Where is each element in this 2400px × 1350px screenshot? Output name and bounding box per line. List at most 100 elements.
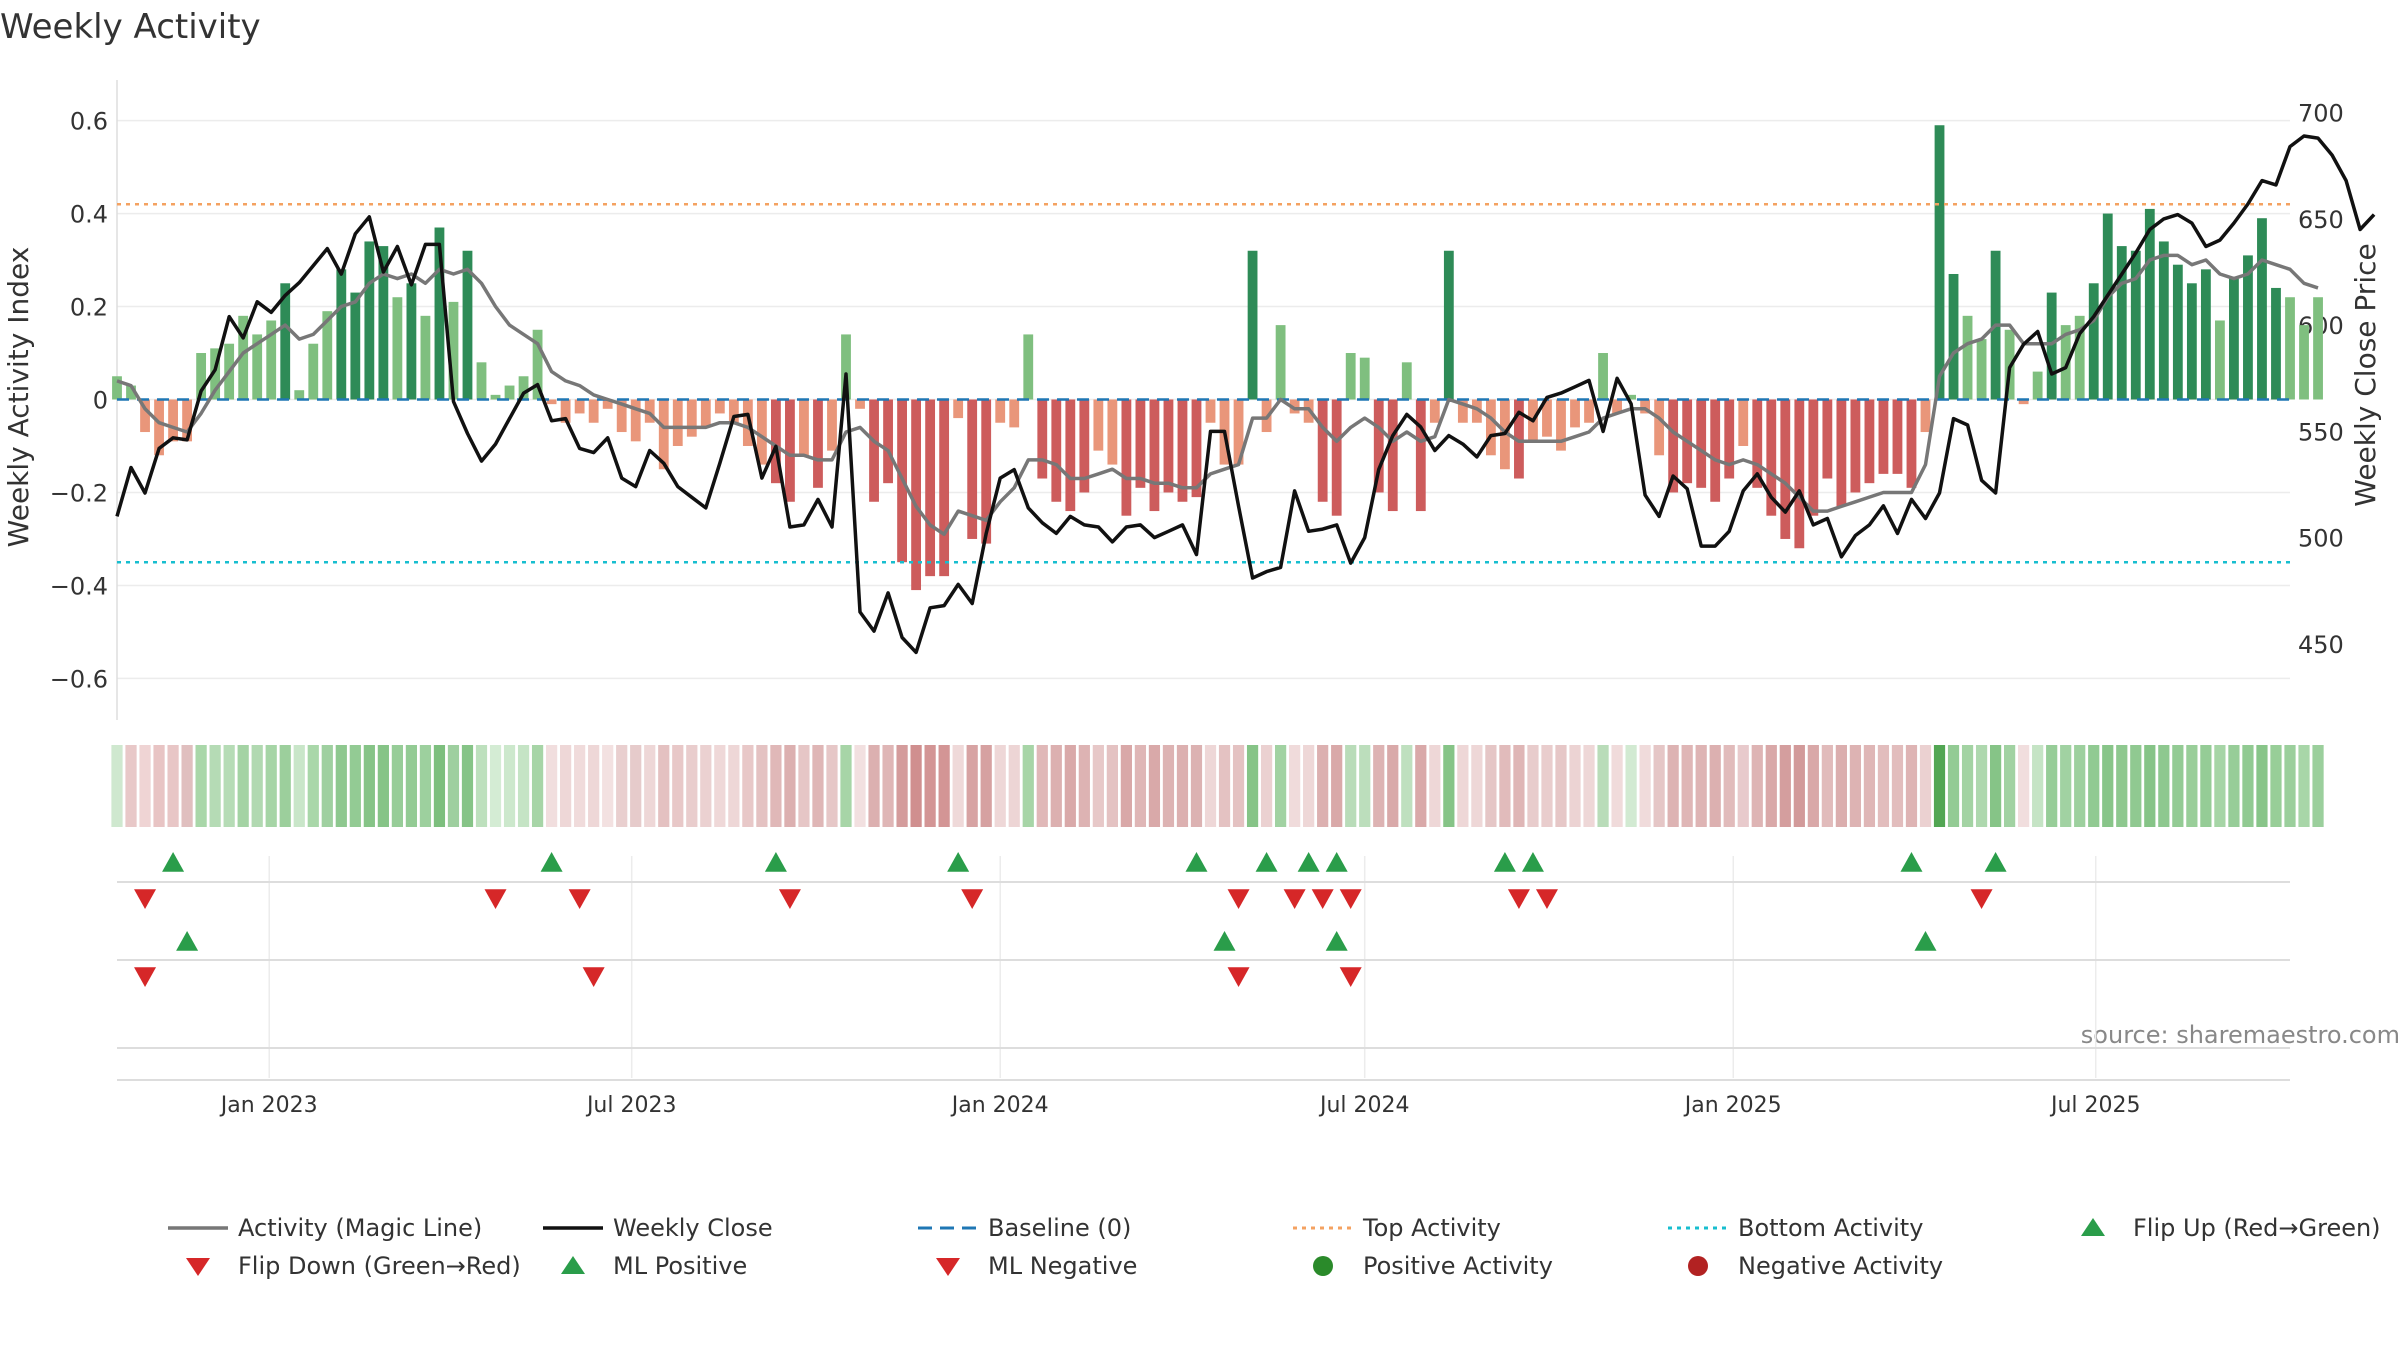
legend-label: Flip Up (Red→Green) — [2133, 1214, 2381, 1242]
activity-bar — [1654, 399, 1665, 456]
strip-cell — [1036, 745, 1048, 827]
activity-bar — [504, 385, 515, 400]
activity-bar — [1233, 399, 1244, 465]
activity-bar — [1948, 273, 1959, 400]
activity-bar — [1009, 399, 1020, 428]
strip-cell — [1961, 745, 1974, 827]
strip-cell — [1975, 745, 1988, 827]
strip-cell — [2228, 745, 2240, 827]
strip-cell — [924, 745, 936, 827]
ml-negative-marker — [582, 967, 605, 987]
activity-bar — [813, 399, 823, 488]
activity-bar — [2243, 255, 2253, 400]
strip-cell — [938, 745, 950, 827]
activity-bar — [602, 399, 613, 409]
flip-down-marker — [1507, 889, 1530, 909]
flip-down-marker — [1311, 889, 1334, 909]
y2-axis-label: Weekly Close Price — [2349, 243, 2382, 506]
activity-bar — [742, 399, 753, 446]
activity-bar — [2144, 208, 2155, 400]
activity-bar — [1331, 399, 1342, 516]
activity-bar — [168, 399, 178, 442]
activity-bar — [1696, 399, 1707, 488]
strip-cell — [812, 745, 824, 827]
strip-cell — [1863, 745, 1876, 827]
strip-cell — [1737, 745, 1749, 827]
activity-bar — [967, 399, 978, 539]
activity-bar — [728, 399, 739, 423]
activity-bar — [2074, 315, 2085, 400]
strip-cell — [1008, 745, 1020, 827]
activity-bar — [462, 250, 473, 400]
activity-bar — [588, 399, 599, 423]
strip-cell — [419, 745, 432, 827]
strip-cell — [181, 745, 193, 827]
activity-bar — [560, 399, 571, 423]
activity-bar — [1177, 399, 1188, 502]
strip-cell — [2172, 745, 2184, 827]
activity-bar — [1443, 250, 1454, 400]
strip-cell — [2144, 745, 2156, 827]
legend-label: Baseline (0) — [988, 1214, 1131, 1242]
strip-cell — [868, 745, 880, 827]
activity-bar — [434, 227, 445, 400]
flip-down-marker — [778, 889, 801, 909]
strip-cell — [1905, 745, 1918, 827]
y-axis-label: Weekly Activity Index — [2, 247, 35, 548]
flip-up-marker — [764, 852, 787, 872]
flip-up-marker — [1521, 852, 1544, 872]
legend-label: Weekly Close — [613, 1214, 773, 1242]
activity-bar — [1724, 399, 1735, 479]
strip-cell — [1359, 745, 1371, 827]
strip-cell — [784, 745, 796, 827]
flip-up-marker — [1297, 852, 1320, 872]
activity-bar — [1640, 399, 1651, 414]
strip-cell — [910, 745, 922, 827]
x-tick-label: Jan 2023 — [219, 1093, 318, 1118]
strip-cell — [517, 745, 530, 827]
ml-negative-marker — [1227, 967, 1250, 987]
activity-bar — [392, 297, 403, 400]
activity-bar — [1850, 399, 1861, 493]
activity-bar — [1556, 399, 1566, 451]
activity-bar — [378, 246, 389, 400]
activity-bar — [756, 399, 767, 465]
activity-bar — [1598, 353, 1608, 400]
legend-swatch — [186, 1258, 210, 1276]
activity-bar — [658, 399, 669, 470]
activity-bar — [1065, 399, 1076, 512]
strip-cell — [2088, 745, 2100, 827]
activity-bar — [2060, 325, 2071, 400]
activity-bar — [1247, 250, 1258, 400]
y-tick-label: 0.4 — [70, 201, 108, 229]
activity-bar — [883, 399, 893, 484]
activity-bar — [2102, 213, 2113, 400]
y-tick-label: 0 — [93, 387, 108, 415]
legend-label: Flip Down (Green→Red) — [238, 1252, 521, 1280]
activity-bar — [869, 399, 879, 502]
y2-tick-label: 500 — [2298, 525, 2344, 553]
y-tick-label: 0.2 — [70, 294, 108, 322]
strip-cell — [1485, 745, 1497, 827]
strip-cell — [1078, 745, 1090, 827]
activity-bar — [2229, 278, 2239, 400]
strip-cell — [1695, 745, 1707, 827]
strip-cell — [531, 745, 544, 827]
activity-bar — [476, 362, 487, 400]
x-tick-label: Jul 2024 — [1318, 1093, 1410, 1118]
strip-cell — [882, 745, 894, 827]
activity-bar — [1976, 339, 1987, 400]
flip-down-marker — [1283, 889, 1306, 909]
strip-cell — [111, 745, 123, 827]
main-plot-area: 0.60.40.20−0.2−0.4−0.6700650600550500450 — [50, 80, 2376, 720]
legend-label: Activity (Magic Line) — [238, 1214, 482, 1242]
strip-cell — [139, 745, 151, 827]
strip-cell — [2298, 745, 2310, 827]
activity-bar — [1738, 399, 1749, 446]
strip-cell — [1625, 745, 1637, 827]
strip-cell — [1765, 745, 1777, 827]
flip-up-marker — [947, 852, 970, 872]
strip-cell — [545, 745, 558, 827]
strip-cell — [980, 745, 992, 827]
